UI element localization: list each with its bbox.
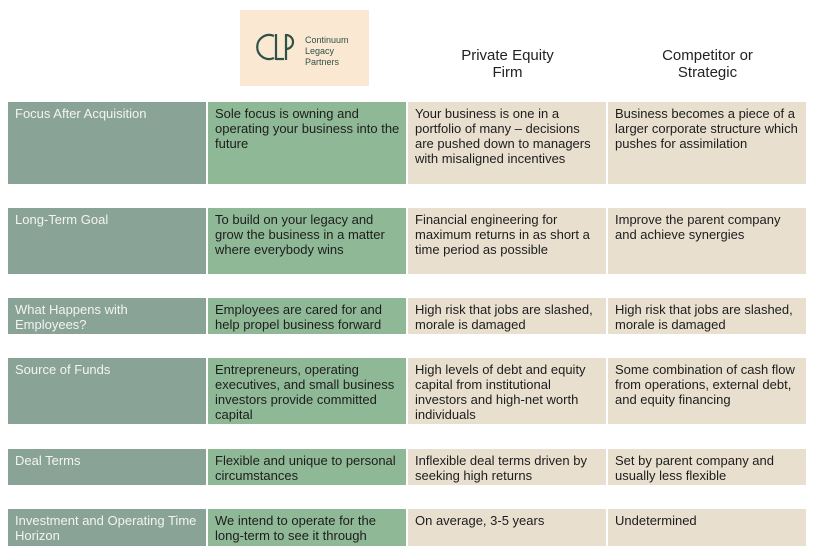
strategic-cell: Some combination of cash flow from opera… [608, 358, 806, 424]
row-label: Deal Terms [8, 449, 206, 485]
row-label: Long-Term Goal [8, 208, 206, 274]
pe-cell: On average, 3-5 years [408, 509, 606, 546]
clp-cell: Flexible and unique to personal circumst… [208, 449, 406, 485]
pe-cell: Your business is one in a portfolio of m… [408, 102, 606, 184]
row-employees: What Happens with Employees? Employees a… [8, 298, 806, 334]
clp-cell: Sole focus is owning and operating your … [208, 102, 406, 184]
company-logo: Continuum Legacy Partners [240, 10, 369, 86]
strategic-cell: High risk that jobs are slashed, morale … [608, 298, 806, 334]
row-label: Source of Funds [8, 358, 206, 424]
row-long-term-goal: Long-Term Goal To build on your legacy a… [8, 208, 806, 274]
row-label: Investment and Operating Time Horizon [8, 509, 206, 546]
header-private-equity-line-1: Private Equity [461, 47, 554, 64]
pe-cell: Financial engineering for maximum return… [408, 208, 606, 274]
pe-cell: High risk that jobs are slashed, morale … [408, 298, 606, 334]
pe-cell: High levels of debt and equity capital f… [408, 358, 606, 424]
clp-cell: To build on your legacy and grow the bus… [208, 208, 406, 274]
strategic-cell: Set by parent company and usually less f… [608, 449, 806, 485]
strategic-cell: Undetermined [608, 509, 806, 546]
clp-cell: Entrepreneurs, operating executives, and… [208, 358, 406, 424]
header-private-equity-line-2: Firm [492, 64, 523, 81]
row-time-horizon: Investment and Operating Time Horizon We… [8, 509, 806, 546]
logo-text: Continuum Legacy Partners [305, 35, 349, 68]
header-competitor-line-1: Competitor or [662, 47, 753, 64]
pe-cell: Inflexible deal terms driven by seeking … [408, 449, 606, 485]
row-label: Focus After Acquisition [8, 102, 206, 184]
row-label: What Happens with Employees? [8, 298, 206, 334]
header-private-equity: Private Equity Firm [408, 47, 607, 81]
row-deal-terms: Deal Terms Flexible and unique to person… [8, 449, 806, 485]
logo-line-3: Partners [305, 57, 340, 67]
row-source-of-funds: Source of Funds Entrepreneurs, operating… [8, 358, 806, 424]
strategic-cell: Improve the parent company and achieve s… [608, 208, 806, 274]
clp-cell: We intend to operate for the long-term t… [208, 509, 406, 546]
logo-line-1: Continuum [305, 35, 349, 45]
clp-monogram-icon [256, 33, 295, 61]
row-focus-after-acquisition: Focus After Acquisition Sole focus is ow… [8, 102, 806, 184]
clp-cell: Employees are cared for and help propel … [208, 298, 406, 334]
header-competitor-line-2: Strategic [677, 64, 738, 81]
logo-line-2: Legacy [305, 46, 335, 56]
header-competitor-strategic: Competitor or Strategic [608, 47, 807, 81]
strategic-cell: Business becomes a piece of a larger cor… [608, 102, 806, 184]
